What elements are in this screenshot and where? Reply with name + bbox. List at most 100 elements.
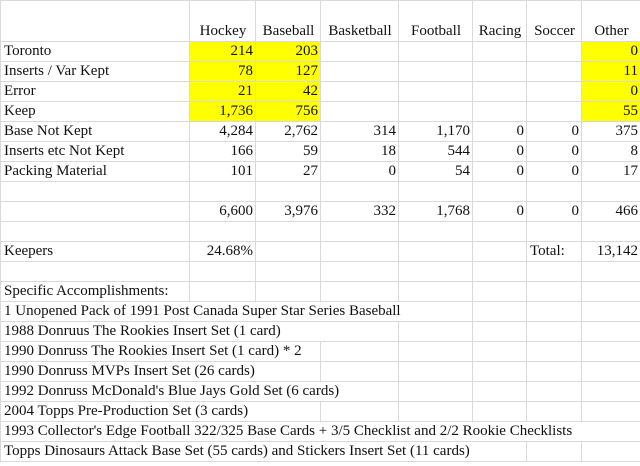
cell[interactable]: [581, 281, 640, 302]
cell[interactable]: [320, 241, 399, 262]
value-cell[interactable]: [472, 61, 527, 82]
cell[interactable]: [581, 221, 640, 242]
value-cell[interactable]: 78: [189, 61, 256, 82]
cell[interactable]: [526, 361, 582, 382]
value-cell[interactable]: [398, 61, 473, 82]
value-cell[interactable]: [526, 101, 582, 122]
value-cell[interactable]: 27: [255, 161, 321, 182]
value-cell[interactable]: 214: [189, 41, 256, 62]
value-cell[interactable]: [320, 101, 399, 122]
value-cell[interactable]: 0: [320, 161, 399, 182]
cell[interactable]: [189, 181, 256, 202]
cell[interactable]: [526, 281, 582, 302]
cell[interactable]: [0, 201, 190, 222]
cell[interactable]: [472, 301, 527, 322]
cell[interactable]: [398, 261, 473, 282]
cell[interactable]: [398, 401, 473, 422]
cell[interactable]: [398, 281, 473, 302]
cell[interactable]: [398, 341, 473, 362]
cell[interactable]: [581, 341, 640, 362]
keepers-percent[interactable]: 24.68%: [189, 241, 256, 262]
cell[interactable]: [398, 181, 473, 202]
value-cell[interactable]: 1,736: [189, 101, 256, 122]
row-label[interactable]: Toronto: [0, 41, 190, 62]
cell[interactable]: [255, 221, 321, 242]
cell[interactable]: [320, 281, 399, 302]
value-cell[interactable]: 4,284: [189, 121, 256, 142]
total-cell[interactable]: 332: [320, 201, 399, 222]
value-cell[interactable]: [320, 61, 399, 82]
cell[interactable]: [0, 221, 190, 242]
accomplishment-item[interactable]: 1990 Donruss The Rookies Insert Set (1 c…: [0, 341, 321, 362]
cell[interactable]: [398, 361, 473, 382]
cell[interactable]: [472, 181, 527, 202]
value-cell[interactable]: [398, 81, 473, 102]
value-cell[interactable]: [320, 41, 399, 62]
value-cell[interactable]: 101: [189, 161, 256, 182]
cell[interactable]: [472, 241, 527, 262]
cell[interactable]: [526, 381, 582, 402]
cell[interactable]: [320, 181, 399, 202]
column-header[interactable]: Basketball: [320, 0, 399, 42]
cell[interactable]: [320, 341, 399, 362]
value-cell[interactable]: 17: [581, 161, 640, 182]
column-header[interactable]: Racing: [472, 0, 527, 42]
cell[interactable]: [398, 321, 473, 342]
cell[interactable]: [472, 281, 527, 302]
row-label[interactable]: Base Not Kept: [0, 121, 190, 142]
cell[interactable]: [581, 321, 640, 342]
cell[interactable]: [581, 401, 640, 422]
value-cell[interactable]: [398, 101, 473, 122]
total-cell[interactable]: 3,976: [255, 201, 321, 222]
column-header[interactable]: Soccer: [526, 0, 582, 42]
value-cell[interactable]: 54: [398, 161, 473, 182]
accomplishment-item[interactable]: 1990 Donruss MVPs Insert Set (26 cards): [0, 361, 321, 382]
cell[interactable]: [398, 241, 473, 262]
value-cell[interactable]: 0: [472, 121, 527, 142]
cell[interactable]: [472, 341, 527, 362]
total-cell[interactable]: 466: [581, 201, 640, 222]
accomplishment-item[interactable]: 1988 Donruus The Rookies Insert Set (1 c…: [0, 321, 399, 342]
value-cell[interactable]: 544: [398, 141, 473, 162]
grand-total[interactable]: 13,142: [581, 241, 640, 262]
cell[interactable]: [472, 321, 527, 342]
cell[interactable]: [472, 361, 527, 382]
value-cell[interactable]: 0: [526, 161, 582, 182]
value-cell[interactable]: 0: [472, 161, 527, 182]
value-cell[interactable]: 0: [472, 141, 527, 162]
total-label[interactable]: Total:: [526, 241, 582, 262]
value-cell[interactable]: 314: [320, 121, 399, 142]
cell[interactable]: [398, 381, 473, 402]
value-cell[interactable]: 166: [189, 141, 256, 162]
cell[interactable]: [320, 221, 399, 242]
cell[interactable]: [526, 221, 582, 242]
cell[interactable]: [255, 241, 321, 262]
value-cell[interactable]: 18: [320, 141, 399, 162]
cell[interactable]: [0, 0, 190, 42]
value-cell[interactable]: 127: [255, 61, 321, 82]
cell[interactable]: [472, 221, 527, 242]
value-cell[interactable]: 756: [255, 101, 321, 122]
accomplishments-heading[interactable]: Specific Accomplishments:: [0, 281, 190, 302]
accomplishment-item[interactable]: Topps Dinosaurs Attack Base Set (55 card…: [0, 441, 527, 462]
value-cell[interactable]: [526, 61, 582, 82]
value-cell[interactable]: [526, 81, 582, 102]
column-header[interactable]: Other: [581, 0, 640, 42]
cell[interactable]: [581, 301, 640, 322]
value-cell[interactable]: 8: [581, 141, 640, 162]
cell[interactable]: [0, 261, 190, 282]
value-cell[interactable]: 0: [526, 121, 582, 142]
cell[interactable]: [189, 281, 256, 302]
value-cell[interactable]: 0: [526, 141, 582, 162]
value-cell[interactable]: [472, 101, 527, 122]
value-cell[interactable]: 0: [581, 81, 640, 102]
cell[interactable]: [320, 261, 399, 282]
cell[interactable]: [398, 221, 473, 242]
cell[interactable]: [472, 401, 527, 422]
accomplishment-item[interactable]: 1993 Collector's Edge Football 322/325 B…: [0, 421, 640, 442]
value-cell[interactable]: [526, 41, 582, 62]
row-label[interactable]: Inserts / Var Kept: [0, 61, 190, 82]
cell[interactable]: [526, 321, 582, 342]
cell[interactable]: [189, 261, 256, 282]
cell[interactable]: [255, 281, 321, 302]
